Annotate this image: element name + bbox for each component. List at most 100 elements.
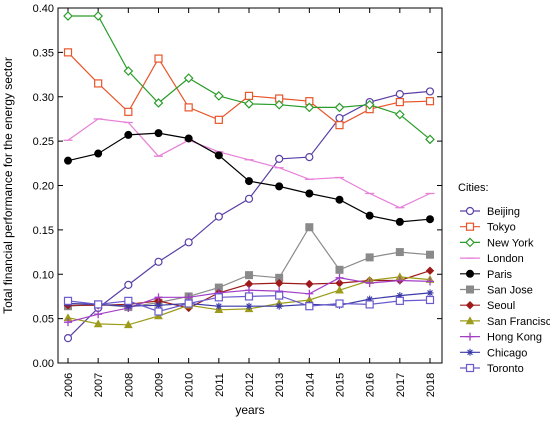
legend-item: Beijing [460,206,520,218]
data-point [214,151,223,160]
x-tick-label: 2018 [425,373,437,397]
legend-item: New York [460,237,534,249]
data-point [63,296,73,305]
legend-marker [466,348,474,356]
data-point [63,48,73,57]
legend-marker [465,316,475,325]
y-tick-label: 0.35 [33,47,54,59]
data-point [213,91,224,101]
data-point [426,277,434,286]
legend: Cities: Beijing Tokyo New York London Paris S… [458,182,550,375]
y-tick-label: 0.25 [33,136,54,148]
data-point [305,279,314,289]
data-point [154,307,163,316]
data-point [425,295,435,305]
data-point [274,99,285,110]
x-tick-label: 2006 [63,373,75,397]
legend-marker [465,363,475,373]
legend-item: Hong Kong [460,332,542,344]
data-point [94,310,103,319]
data-point [395,97,404,107]
series-paris [64,129,434,226]
legend-item: Tokyo [460,222,516,234]
y-tick-label: 0.15 [33,225,54,237]
data-point [214,115,223,124]
data-point [335,265,344,274]
data-point [335,121,344,130]
x-tick-label: 2007 [93,373,105,397]
data-point [63,334,73,343]
data-point [426,250,434,259]
data-point [305,289,314,298]
x-tick-label: 2016 [365,373,377,397]
legend-label: London [487,253,524,265]
x-tick-label: 2013 [274,373,286,397]
legend-item: Chicago [460,347,527,359]
data-point [124,296,133,305]
x-axis-label: years [235,403,264,417]
data-point [425,87,435,96]
x-tick-label: 2009 [154,373,166,397]
data-point [364,99,375,110]
legend-label: San Jose [487,285,533,297]
y-tick-label: 0.00 [33,358,54,370]
legend-label: San Francisco [487,316,550,328]
data-point [365,300,374,309]
data-point [245,271,253,280]
data-point [64,156,72,165]
series-new-york [63,11,435,145]
y-tick-label: 0.10 [33,269,54,281]
data-point [275,182,284,191]
x-axis: 2006 2007 2008 2009 2010 2011 2012 2013 2014 2015… [63,8,437,397]
legend-item: Seoul [460,300,515,312]
data-point [366,295,374,303]
legend-item: Paris [460,269,513,281]
x-tick-label: 2008 [123,373,135,397]
data-point [184,103,193,112]
data-point [395,89,404,99]
data-point [124,107,133,116]
data-point [64,318,72,327]
data-point [124,280,133,289]
data-point [395,217,404,226]
data-point [94,300,103,309]
y-axis-label: Total financial performance for the ener… [1,57,15,314]
data-point [184,299,193,308]
data-point [395,248,404,257]
y-tick-label: 0.05 [33,314,54,326]
legend-marker [466,285,474,294]
y-axis: 0.00 0.05 0.10 0.15 0.20 0.25 0.30 0.35 0.40 [33,3,442,370]
data-point [183,73,194,83]
data-point [365,211,374,220]
data-point [124,302,132,310]
y-tick-label: 0.20 [33,181,54,193]
data-point [426,215,434,224]
x-tick-label: 2017 [395,373,407,397]
data-point [244,99,254,109]
series-toronto [63,291,435,316]
legend-label: Chicago [487,347,527,359]
x-tick-label: 2012 [244,373,256,397]
data-point [305,153,314,162]
data-point [94,149,103,158]
data-point [335,195,344,204]
data-point [154,54,163,63]
legend-marker [465,237,475,248]
data-point [275,302,283,310]
legend-marker [465,206,475,216]
data-point [93,11,104,21]
y-tick-label: 0.40 [33,3,54,15]
data-point [395,296,404,305]
data-point [63,11,73,21]
data-point [365,279,374,288]
data-point [335,273,344,282]
data-point [214,293,223,302]
y-tick-label: 0.30 [33,92,54,104]
data-point [305,223,314,232]
legend-marker [465,222,475,231]
data-point [244,292,254,301]
data-point [275,291,284,300]
data-point [334,102,345,113]
data-point [215,302,223,310]
legend-item: Toronto [460,363,524,375]
